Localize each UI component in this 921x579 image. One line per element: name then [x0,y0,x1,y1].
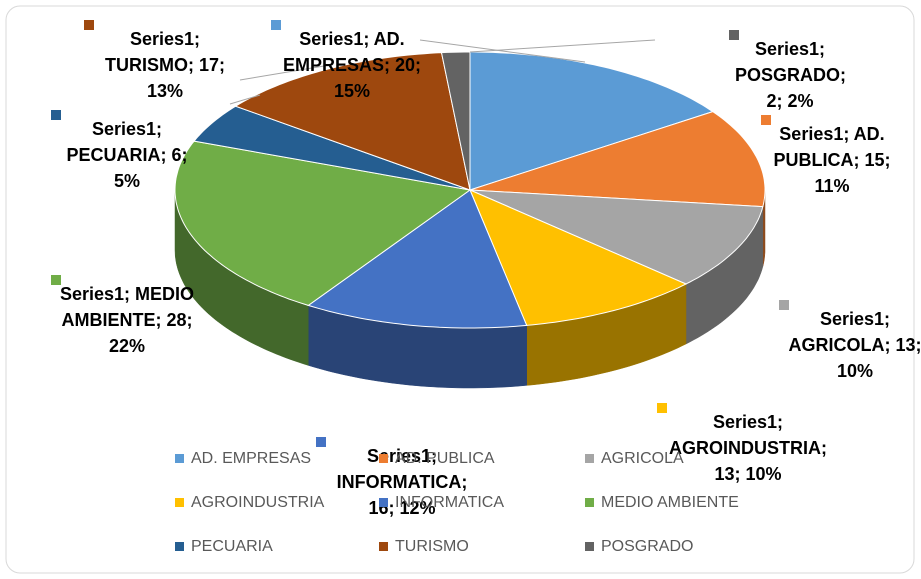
data-label: Series1; TURISMO; 17; 13% [104,29,225,101]
data-label: Series1; AD. EMPRESAS; 20; 15% [282,29,422,101]
legend-label: PECUARIA [191,538,273,555]
legend-label: TURISMO [395,538,469,555]
label-marker [316,437,326,447]
label-marker [657,403,667,413]
legend-item: AGRICOLA [585,450,684,468]
legend-item: TURISMO [379,538,469,556]
legend-label: MEDIO AMBIENTE [601,494,739,511]
data-label: Series1; AD. PUBLICA; 15; 11% [773,124,891,196]
legend-marker [585,542,594,551]
leader-line [419,39,586,63]
label-marker [84,20,94,30]
legend-marker [175,542,184,551]
legend-marker [379,454,388,463]
slice [469,51,714,191]
leader-line [239,64,331,81]
slice [469,189,688,326]
label-marker [761,115,771,125]
data-label: Series1; AGRICOLA; 13; 10% [788,309,921,381]
label-marker [271,20,281,30]
legend-item: AD. EMPRESAS [175,450,312,468]
slice [469,111,766,208]
leader-line [469,39,656,53]
data-label: Series1; POSGRADO; 2; 2% [735,39,847,111]
slice [174,140,472,306]
legend-marker [379,498,388,507]
legend-item: MEDIO AMBIENTE [585,494,739,512]
legend-item: AGROINDUSTRIA [175,494,325,512]
legend-label: AGRICOLA [601,450,684,467]
slice [440,51,471,191]
legend-item: INFORMATICA [379,494,505,512]
legend-label: INFORMATICA [395,494,505,511]
legend-marker [379,542,388,551]
data-label: Series1; PECUARIA; 6; 5% [66,119,188,191]
legend-label: AGROINDUSTRIA [191,494,325,511]
label-marker [779,300,789,310]
label-marker [729,30,739,40]
legend-label: AD. EMPRESAS [191,450,312,467]
legend-marker [585,454,594,463]
data-label: Series1; MEDIO AMBIENTE; 28; 22% [59,284,195,356]
pie [174,39,766,389]
legend-marker [175,454,184,463]
slice [307,189,528,329]
slice [193,105,471,191]
legend-item: POSGRADO [585,538,694,556]
legend-item: PECUARIA [175,538,273,556]
slice [469,189,764,285]
leader-line [229,94,261,105]
label-marker [51,275,61,285]
data-label: Series1; AGROINDUSTRIA; 13; 10% [669,412,827,484]
legend-item: AD. PUBLICA [379,450,495,468]
legend-label: AD. PUBLICA [395,450,495,467]
label-marker [51,110,61,120]
slice [234,52,471,191]
legend-label: POSGRADO [601,538,694,555]
legend-marker [175,498,184,507]
legend-marker [585,498,594,507]
